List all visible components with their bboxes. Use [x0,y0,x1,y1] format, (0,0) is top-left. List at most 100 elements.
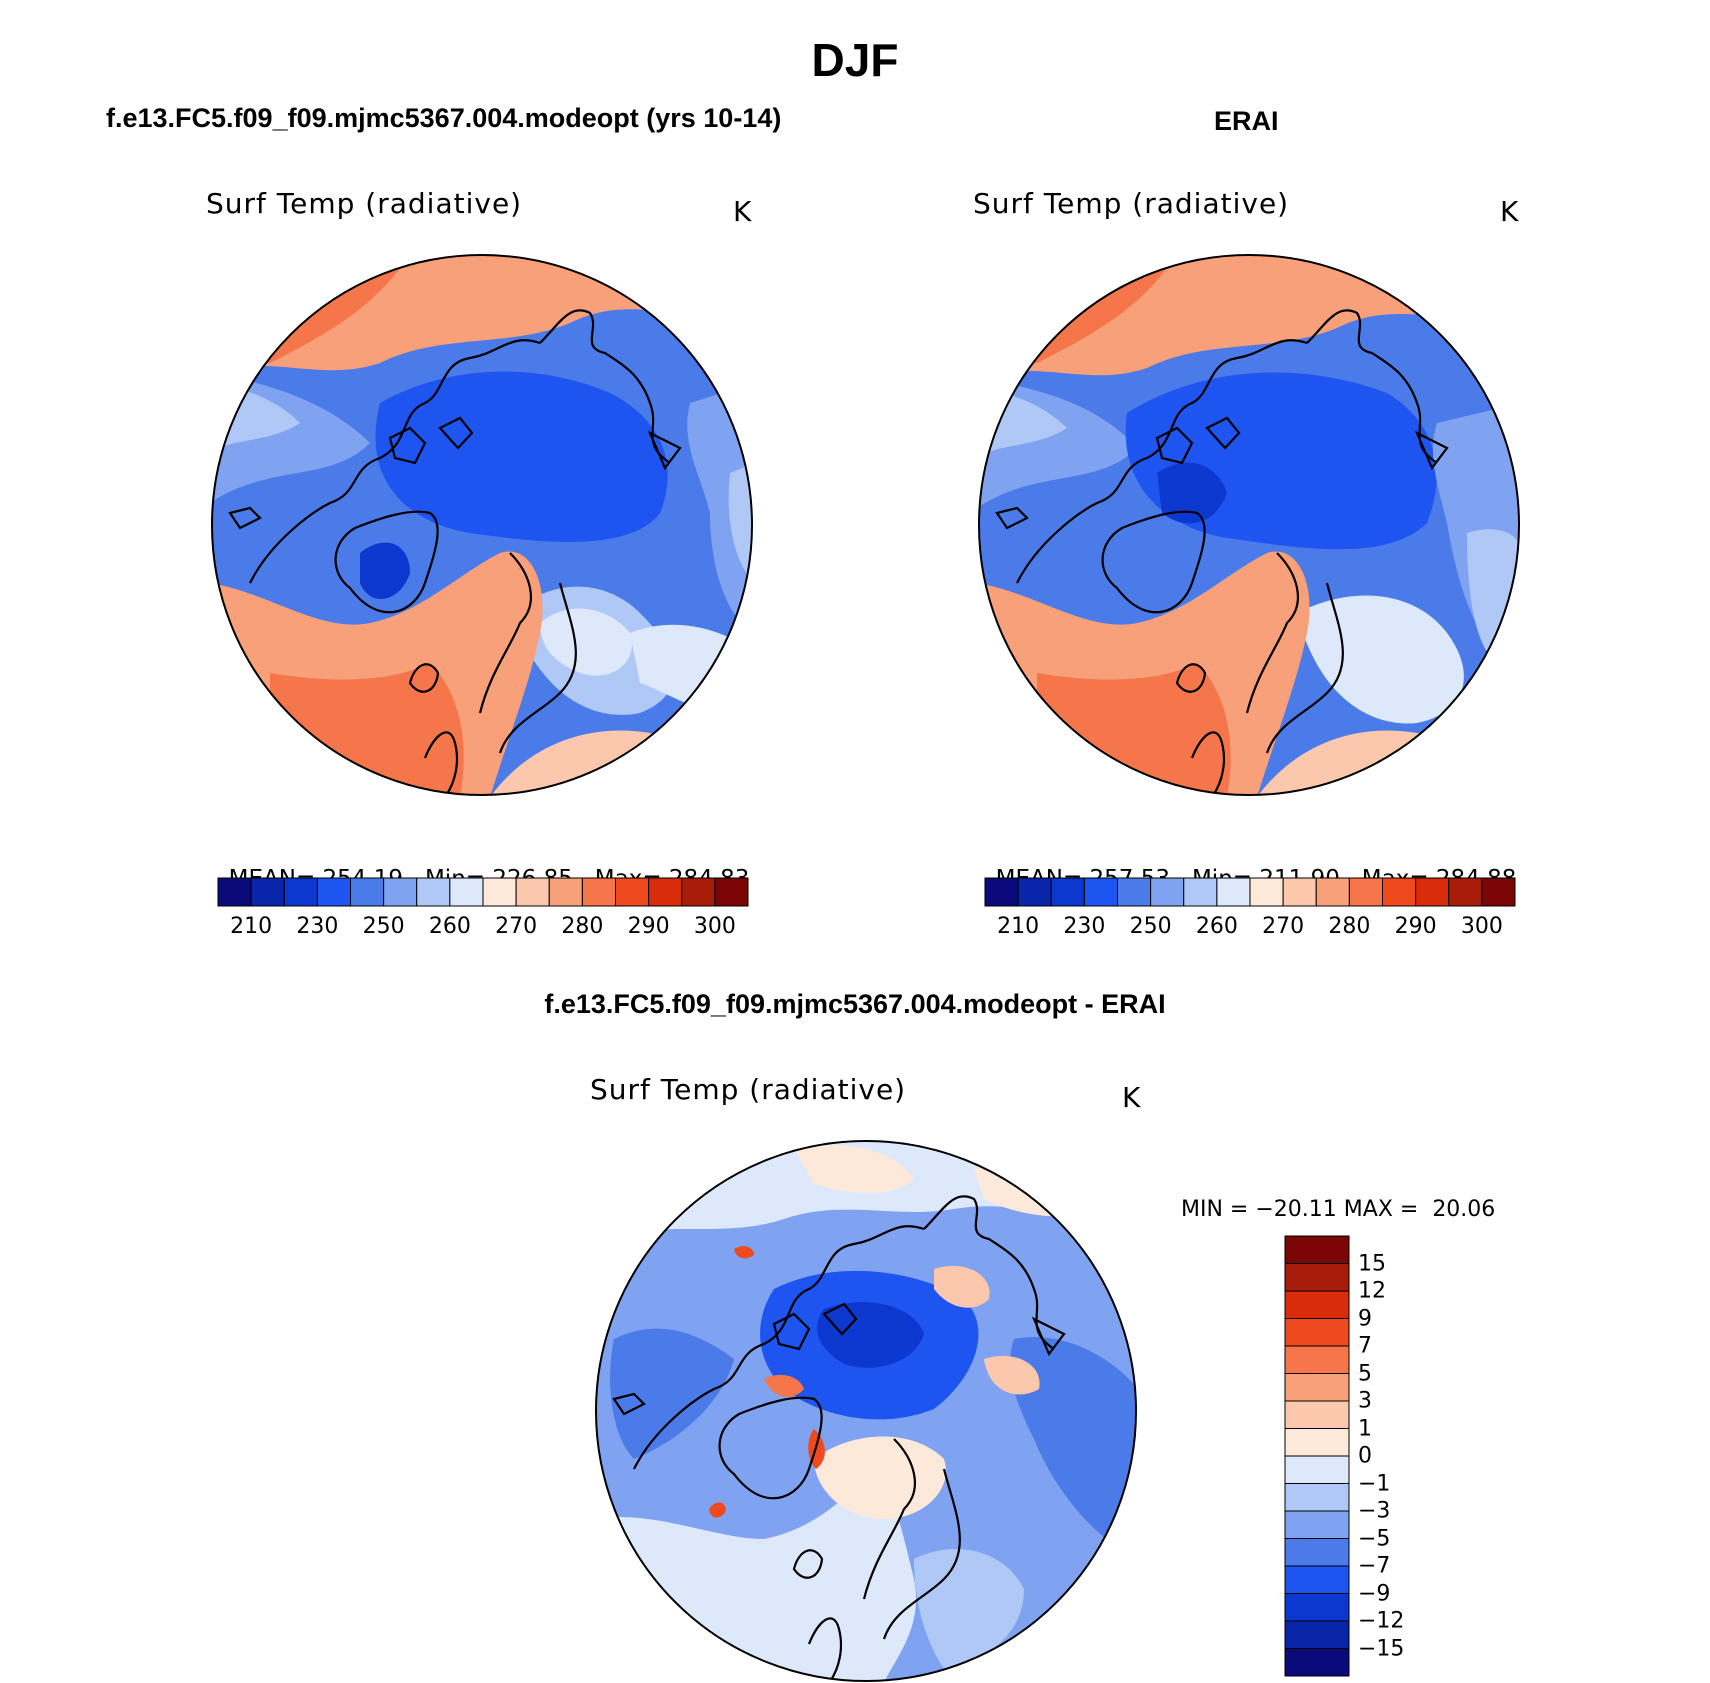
obs-colorbar-box [1382,877,1417,907]
diff-colorbar-tick-label: −9 [1358,1581,1391,1606]
diff-colorbar-tick-label: −15 [1358,1636,1405,1661]
model-colorbar [217,877,749,907]
obs-field-label: Surf Temp (radiative) [973,187,1290,220]
diff-colorbar-box [1284,1235,1350,1264]
diff-max-value: 20.06 [1432,1197,1496,1222]
model-colorbar-tick-label: 270 [495,914,538,939]
obs-coastlines [995,309,1513,795]
diff-colorbar-box [1284,1510,1350,1539]
diff-colorbar-tick-label: −7 [1358,1553,1391,1579]
model-field-label: Surf Temp (radiative) [206,187,523,220]
diff-colorbar-box [1284,1538,1350,1567]
diff-colorbar-tick-label: −1 [1358,1471,1391,1496]
diff-colorbar-box [1284,1565,1350,1594]
model-right-paler [728,463,752,583]
diff-colorbar-tick-label: 9 [1358,1306,1372,1331]
obs-units-label: K [1500,195,1520,228]
obs-colorbar-box [1315,877,1350,907]
model-colorbar-box [648,877,683,907]
model-colorbar-tick-label: 250 [362,914,405,939]
model-colorbar-tick-label: 210 [230,914,273,939]
model-colorbar-box [383,877,418,907]
model-colorbar-tick-label: 280 [561,914,604,939]
diff-warm-spot-center [764,1374,804,1398]
obs-colorbar-box [1017,877,1052,907]
diff-colder-core [816,1302,924,1368]
obs-colorbar-box [984,877,1019,907]
obs-map-border [978,254,1520,796]
diff-min-value: −20.11 [1255,1197,1337,1222]
obs-colorbar-box [1117,877,1152,907]
diff-stats: MIN = −20.11 MAX = 20.06 [1167,1172,1495,1222]
model-colorbar-box [250,877,285,907]
model-colorbar-box [449,877,484,907]
diff-colorbar-tick-label: 12 [1358,1278,1386,1304]
diff-colorbar-box [1284,1593,1350,1622]
model-units-label: K [733,195,753,228]
model-colorbar-tick-label: 290 [627,914,670,939]
obs-colorbar-tick-label: 280 [1328,914,1371,939]
diff-colorbar-box [1284,1263,1350,1292]
diff-max-label: MAX = [1343,1197,1419,1222]
model-colorbar-box [581,877,616,907]
obs-colorbar-box [1150,877,1185,907]
model-colorbar-box [217,877,252,907]
figure-title: DJF [811,34,899,86]
obs-colorbar-tick-label: 250 [1129,914,1172,939]
diff-colorbar-box [1284,1318,1350,1347]
diff-colorbar-tick-label: 7 [1358,1333,1372,1359]
obs-case-title: ERAI [1214,106,1279,136]
diff-colorbar-ticks: 15 12 9 7 5 3 1 0 −1 −3 −5 −7 −9 −12 −15 [1358,1236,1448,1676]
diff-warm-spot-left [709,1502,726,1518]
obs-cold-greenland [1157,462,1227,524]
obs-colorbar-box [1216,877,1251,907]
model-colorbar-box [416,877,451,907]
obs-colorbar-box [1415,877,1450,907]
obs-colorbar-box [1348,877,1383,907]
model-greenland-coldest [360,542,410,600]
diff-units-label: K [1122,1081,1142,1114]
model-europe-paler [540,608,632,676]
diff-colorbar-box [1284,1648,1350,1677]
diff-colorbar-box [1284,1620,1350,1649]
obs-colorbar [984,877,1516,907]
obs-colorbar-box [1249,877,1284,907]
obs-colorbar-tick-label: 210 [997,914,1040,939]
diff-right-cold [1010,1337,1136,1559]
diff-colorbar-box [1284,1290,1350,1319]
obs-colorbar-box [1083,877,1118,907]
obs-colorbar-tick-label: 230 [1063,914,1106,939]
model-colorbar-box [283,877,318,907]
diff-colorbar-tick-label: −12 [1358,1608,1405,1634]
obs-colorbar-box [1481,877,1516,907]
diff-colorbar-tick-label: −3 [1358,1498,1391,1524]
model-case-title: f.e13.FC5.f09_f09.mjmc5367.004.modeopt (… [106,103,782,133]
model-colorbar-box [482,877,517,907]
diff-warm-spot-top [734,1246,754,1259]
model-map-border [211,254,753,796]
diff-colorbar-box [1284,1345,1350,1374]
diff-colorbar-tick-label: −5 [1358,1526,1391,1551]
diff-case-title: f.e13.FC5.f09_f09.mjmc5367.004.modeopt -… [544,989,1166,1019]
diff-colorbar-tick-label: 1 [1358,1416,1372,1441]
obs-polar-map [978,254,1520,796]
model-colorbar-tick-label: 230 [296,914,339,939]
diff-cream-patch-top [794,1145,914,1193]
model-colorbar-box [316,877,351,907]
diff-colorbar-box [1284,1400,1350,1429]
diff-colorbar-tick-label: 0 [1358,1443,1372,1469]
obs-colorbar-box [1282,877,1317,907]
model-cold-core [375,371,668,542]
diff-colorbar-box [1284,1428,1350,1457]
model-coastlines [228,309,746,795]
obs-colorbar-tick-label: 290 [1394,914,1437,939]
diff-colorbar [1284,1235,1350,1677]
diff-left-cold [610,1328,734,1459]
diff-peach-right [934,1265,990,1308]
model-right-pale [687,383,752,633]
model-colorbar-box [548,877,583,907]
obs-colorbar-tick-label: 300 [1460,914,1503,939]
model-colorbar-box [615,877,650,907]
diff-field-label: Surf Temp (radiative) [590,1073,907,1106]
diff-cream-center [814,1436,946,1519]
